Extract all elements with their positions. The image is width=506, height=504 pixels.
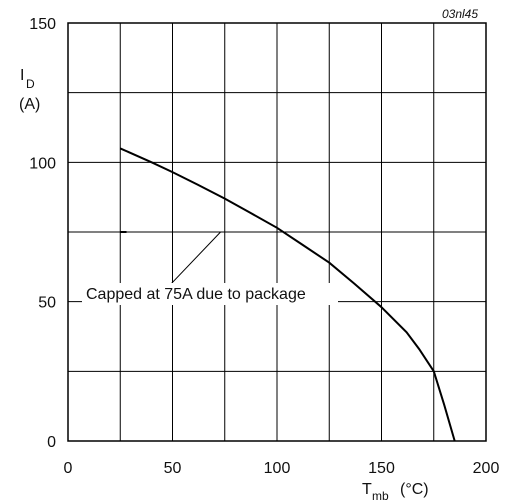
x-tick-labels: 0 50 100 150 200 — [64, 460, 500, 477]
y-axis-label-sub: D — [26, 77, 35, 91]
y-axis-label-main: I — [20, 67, 24, 84]
y-tick-label-100: 100 — [29, 155, 56, 172]
annotation-text: Capped at 75A due to package — [86, 286, 306, 303]
x-tick-label-100: 100 — [264, 460, 291, 477]
plot-frame — [67, 22, 487, 442]
y-axis-label: I D (A) — [19, 67, 40, 113]
code-label: 03nl45 — [442, 7, 478, 21]
x-tick-label-150: 150 — [368, 460, 395, 477]
x-tick-label-50: 50 — [164, 460, 182, 477]
x-axis-label-main: T — [362, 481, 372, 498]
series-line — [119, 147, 456, 442]
annotation-box — [82, 283, 338, 305]
x-axis-label-sub: mb — [372, 489, 389, 503]
y-tick-label-50: 50 — [38, 295, 56, 312]
x-tick-label-0: 0 — [64, 460, 73, 477]
x-axis-label: T mb (°C) — [362, 481, 429, 503]
x-tick-label-200: 200 — [473, 460, 500, 477]
y-tick-labels: 0 50 100 150 — [29, 16, 56, 451]
y-axis-label-unit: (A) — [19, 96, 40, 113]
x-axis-label-unit: (°C) — [400, 481, 429, 498]
y-tick-label-0: 0 — [47, 434, 56, 451]
y-tick-label-150: 150 — [29, 16, 56, 33]
